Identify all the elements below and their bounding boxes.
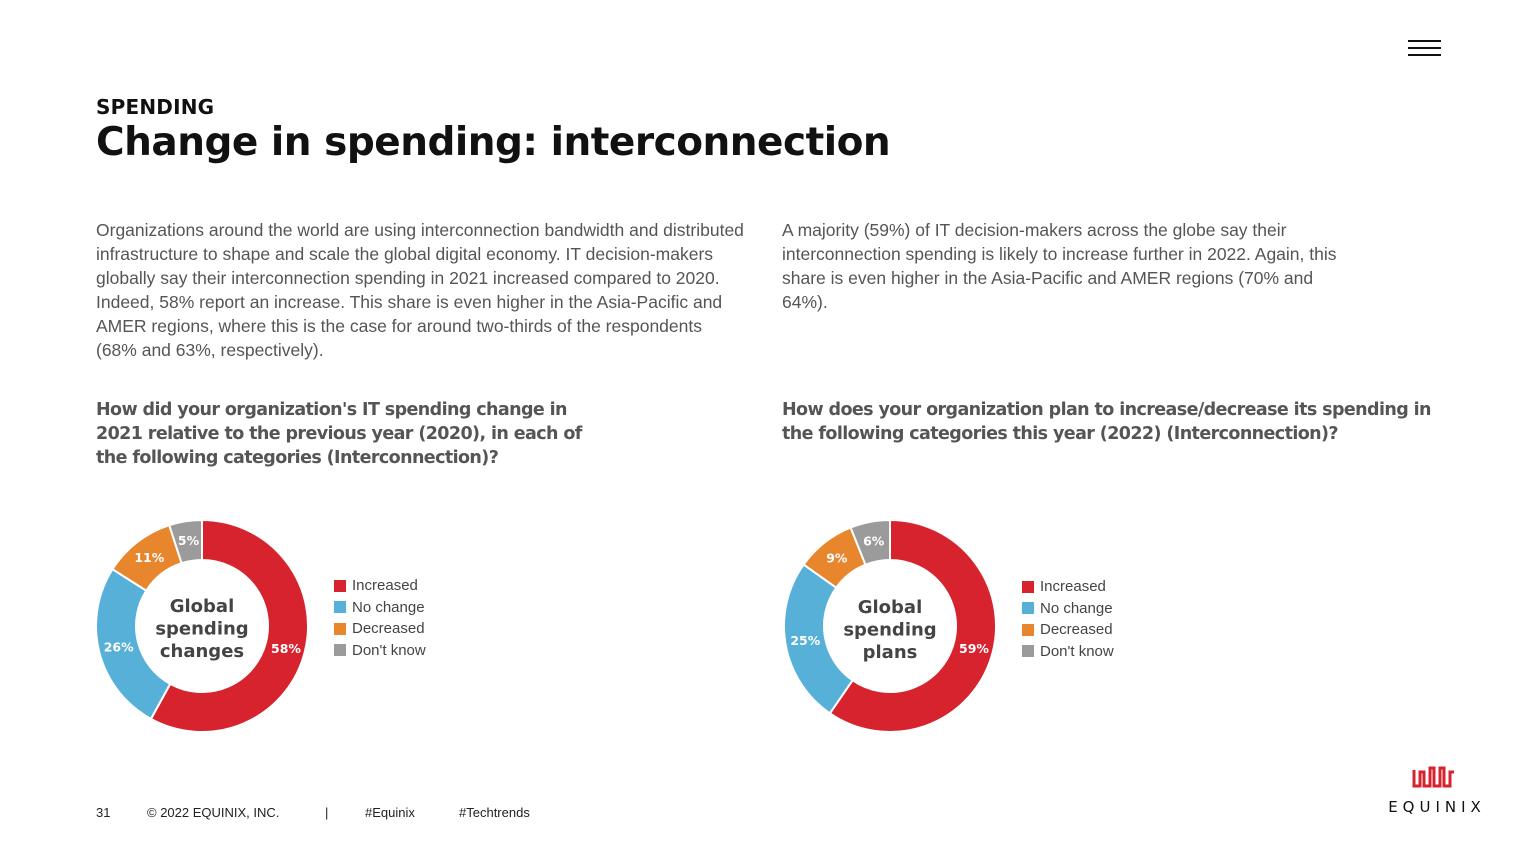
donut-center-title: Global [858, 597, 923, 618]
menu-button[interactable] [1408, 40, 1441, 57]
paragraph-right: A majority (59%) of IT decision-makers a… [782, 220, 1337, 312]
legend-label: Don't know [1040, 642, 1114, 660]
data-label: 11% [134, 550, 164, 565]
legend-label: No change [352, 598, 425, 616]
data-label: 58% [271, 641, 301, 656]
paragraph-left: Organizations around the world are using… [96, 220, 744, 360]
data-label: 9% [826, 550, 848, 565]
legend-swatch [334, 601, 346, 614]
legend-label: Decreased [1040, 621, 1113, 639]
legend-changes: Increased No change Decreased Don't know [334, 575, 426, 661]
copyright: © 2022 EQUINIX, INC. [147, 805, 280, 820]
slice-don-t-know [849, 518, 891, 567]
equinix-logo: EQUINIX [1382, 766, 1492, 816]
legend-label: Increased [1040, 578, 1106, 596]
slice-no-change [95, 567, 172, 721]
legend-label: Decreased [352, 620, 425, 638]
data-label: 25% [790, 633, 820, 648]
data-label: 6% [863, 534, 885, 549]
slice-increased [828, 518, 997, 733]
question-left: How did your organization's IT spending … [96, 400, 582, 468]
legend-swatch [1022, 623, 1034, 636]
legend-item: Don't know [334, 640, 426, 662]
page-title: Change in spending: interconnection [96, 120, 891, 165]
legend-item: Increased [334, 575, 426, 597]
data-label: 26% [104, 639, 134, 654]
hashtag-techtrends: #Techtrends [459, 805, 530, 820]
legend-plans: Increased No change Decreased Don't know [1022, 576, 1114, 662]
equinix-logo-mark-icon [1412, 766, 1454, 788]
legend-label: Increased [352, 577, 418, 595]
donut-center-title: spending [155, 619, 248, 640]
legend-swatch [1022, 580, 1034, 593]
data-label: 59% [959, 641, 989, 656]
donut-center-title: changes [160, 641, 244, 662]
question-right: How does your organization plan to incre… [782, 400, 1431, 444]
legend-item: Decreased [1022, 619, 1114, 641]
legend-label: Don't know [352, 641, 426, 659]
legend-item: Don't know [1022, 641, 1114, 663]
donut-center-title: plans [863, 642, 918, 663]
slice-increased [149, 518, 309, 733]
legend-swatch [334, 644, 346, 657]
legend-item: No change [1022, 598, 1114, 620]
hashtag-equinix: #Equinix [365, 805, 415, 820]
legend-item: Increased [1022, 576, 1114, 598]
legend-swatch [1022, 602, 1034, 615]
donut-center-title: Global [170, 596, 235, 617]
slice-don-t-know [167, 518, 203, 565]
legend-swatch [334, 622, 346, 635]
section-kicker: SPENDING [96, 95, 215, 119]
donut-center-title: spending [843, 620, 936, 641]
legend-swatch [1022, 645, 1034, 658]
page-number: 31 [96, 805, 111, 820]
legend-item: No change [334, 597, 426, 619]
legend-item: Decreased [334, 618, 426, 640]
footer-separator: | [325, 805, 329, 820]
legend-label: No change [1040, 599, 1113, 617]
data-label: 5% [178, 533, 200, 548]
logo-wordmark: EQUINIX [1388, 798, 1486, 816]
legend-swatch [334, 579, 346, 592]
